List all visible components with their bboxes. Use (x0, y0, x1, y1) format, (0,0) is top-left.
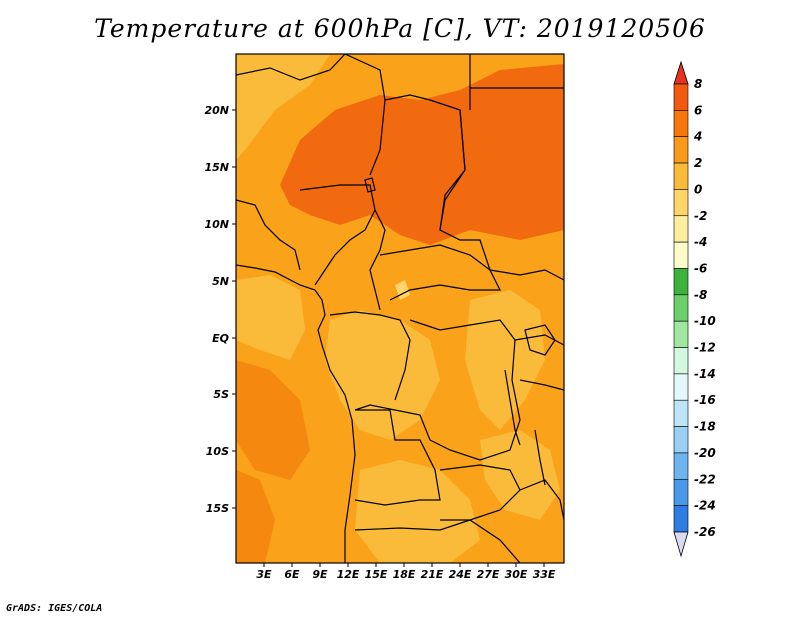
lat-label: 15N (204, 161, 229, 174)
colorbar-label: 6 (694, 103, 702, 117)
colorbar-label: -6 (694, 261, 707, 275)
lat-label: 5N (212, 275, 229, 288)
colorbar-label: 2 (694, 156, 702, 170)
lat-label: 10S (206, 445, 229, 458)
colorbar-segment (673, 399, 689, 427)
colorbar: 8 6 4 2 0 -2 -4 -6 -8 -10 -12 -14 -16 -18 -20 -22 -24 -26 (673, 60, 716, 558)
colorbar-segment (673, 136, 689, 164)
border-south (354, 519, 521, 563)
colorbar-segment (673, 320, 689, 348)
border-nigeria (299, 184, 376, 286)
colorbar-segment (673, 241, 689, 269)
colorbar-segment (673, 452, 689, 480)
colorbar-label: -12 (694, 341, 716, 355)
border-mozambique (519, 479, 564, 521)
lat-label: 5S (213, 388, 229, 401)
field-central-mild (325, 310, 440, 440)
colorbar-segment (673, 268, 689, 296)
colorbar-label: 4 (693, 130, 702, 144)
field-atlantic-warm (236, 360, 310, 480)
border-mali-niger (236, 54, 346, 81)
border-congo (329, 311, 411, 401)
lon-label: 27E (477, 568, 500, 581)
colorbar-label: -20 (694, 446, 716, 460)
lake-tanganyika (504, 369, 521, 446)
lon-label: 12E (337, 568, 360, 581)
lat-label: 20N (204, 104, 229, 117)
lake-chad (364, 177, 376, 193)
border-drc (354, 319, 521, 461)
colorbar-segment (673, 347, 689, 375)
colorbar-segment (673, 294, 689, 322)
grads-credit: GrADS: IGES/COLA (6, 603, 103, 614)
border-car (379, 244, 501, 301)
colorbar-label: -8 (694, 288, 707, 302)
lon-label: 30E (505, 568, 528, 581)
colorbar-label: -22 (694, 472, 716, 486)
colorbar-label: -16 (694, 393, 716, 407)
lon-label: 9E (312, 568, 328, 581)
colorbar-segment (673, 83, 689, 111)
colorbar-segment (673, 189, 689, 217)
border-east-africa (514, 334, 564, 391)
colorbar-min-arrow (673, 531, 689, 558)
latitude-axis: 20N 15N 10N 5N EQ 5S 10S 15S (204, 104, 236, 515)
colorbar-segment (673, 373, 689, 401)
border-sudan-east (489, 269, 564, 281)
map-frame (235, 53, 565, 564)
colorbar-max-arrow (673, 60, 689, 85)
lon-label: 15E (365, 568, 388, 581)
colorbar-segment (673, 215, 689, 243)
colorbar-label: -14 (694, 367, 716, 381)
temperature-field (236, 54, 564, 563)
coast-gulf-guinea (236, 199, 301, 271)
field-east-hot (440, 90, 564, 215)
colorbar-segment (673, 162, 689, 190)
colorbar-segment (673, 110, 689, 138)
colorbar-label: -26 (694, 525, 716, 539)
colorbar-segment (673, 478, 689, 506)
colorbar-label: 8 (694, 77, 702, 91)
border-chad-sudan (439, 109, 491, 271)
colorbar-label: -2 (694, 209, 707, 223)
lon-label: 21E (421, 568, 444, 581)
field-southwest-warm (236, 470, 275, 563)
lon-label: 18E (393, 568, 416, 581)
lake-victoria (524, 324, 556, 356)
longitude-axis: 3E 6E 9E 12E 15E 18E 21E 24E 27E 30E 33E (256, 563, 556, 581)
map-title: Temperature at 600hPa [C], VT: 201912050… (94, 14, 706, 43)
field-south-mild (355, 460, 480, 563)
borders (236, 54, 564, 563)
lat-label: EQ (212, 332, 229, 345)
colorbar-label: -10 (694, 314, 716, 328)
coastline-west-africa (236, 264, 356, 563)
lon-label: 33E (533, 568, 556, 581)
colorbar-label: -4 (694, 235, 707, 249)
border-angola (354, 409, 441, 506)
field-east-mild (465, 290, 545, 430)
colorbar-segment (673, 505, 689, 533)
lat-label: 10N (204, 218, 229, 231)
lake-malawi (534, 429, 546, 486)
colorbar-label: 0 (694, 182, 702, 196)
field-southeast-mild (480, 430, 560, 520)
colorbar-segment (673, 426, 689, 454)
border-libya (469, 54, 564, 110)
field-northwest-mild (236, 54, 330, 160)
lon-label: 3E (256, 568, 272, 581)
lon-label: 24E (449, 568, 472, 581)
colorbar-label: -18 (694, 420, 716, 434)
colorbar-label: -24 (694, 499, 716, 513)
lat-label: 15S (206, 502, 229, 515)
lon-label: 6E (284, 568, 300, 581)
field-west-coast-mild (236, 275, 305, 360)
border-cameroon (369, 209, 386, 311)
